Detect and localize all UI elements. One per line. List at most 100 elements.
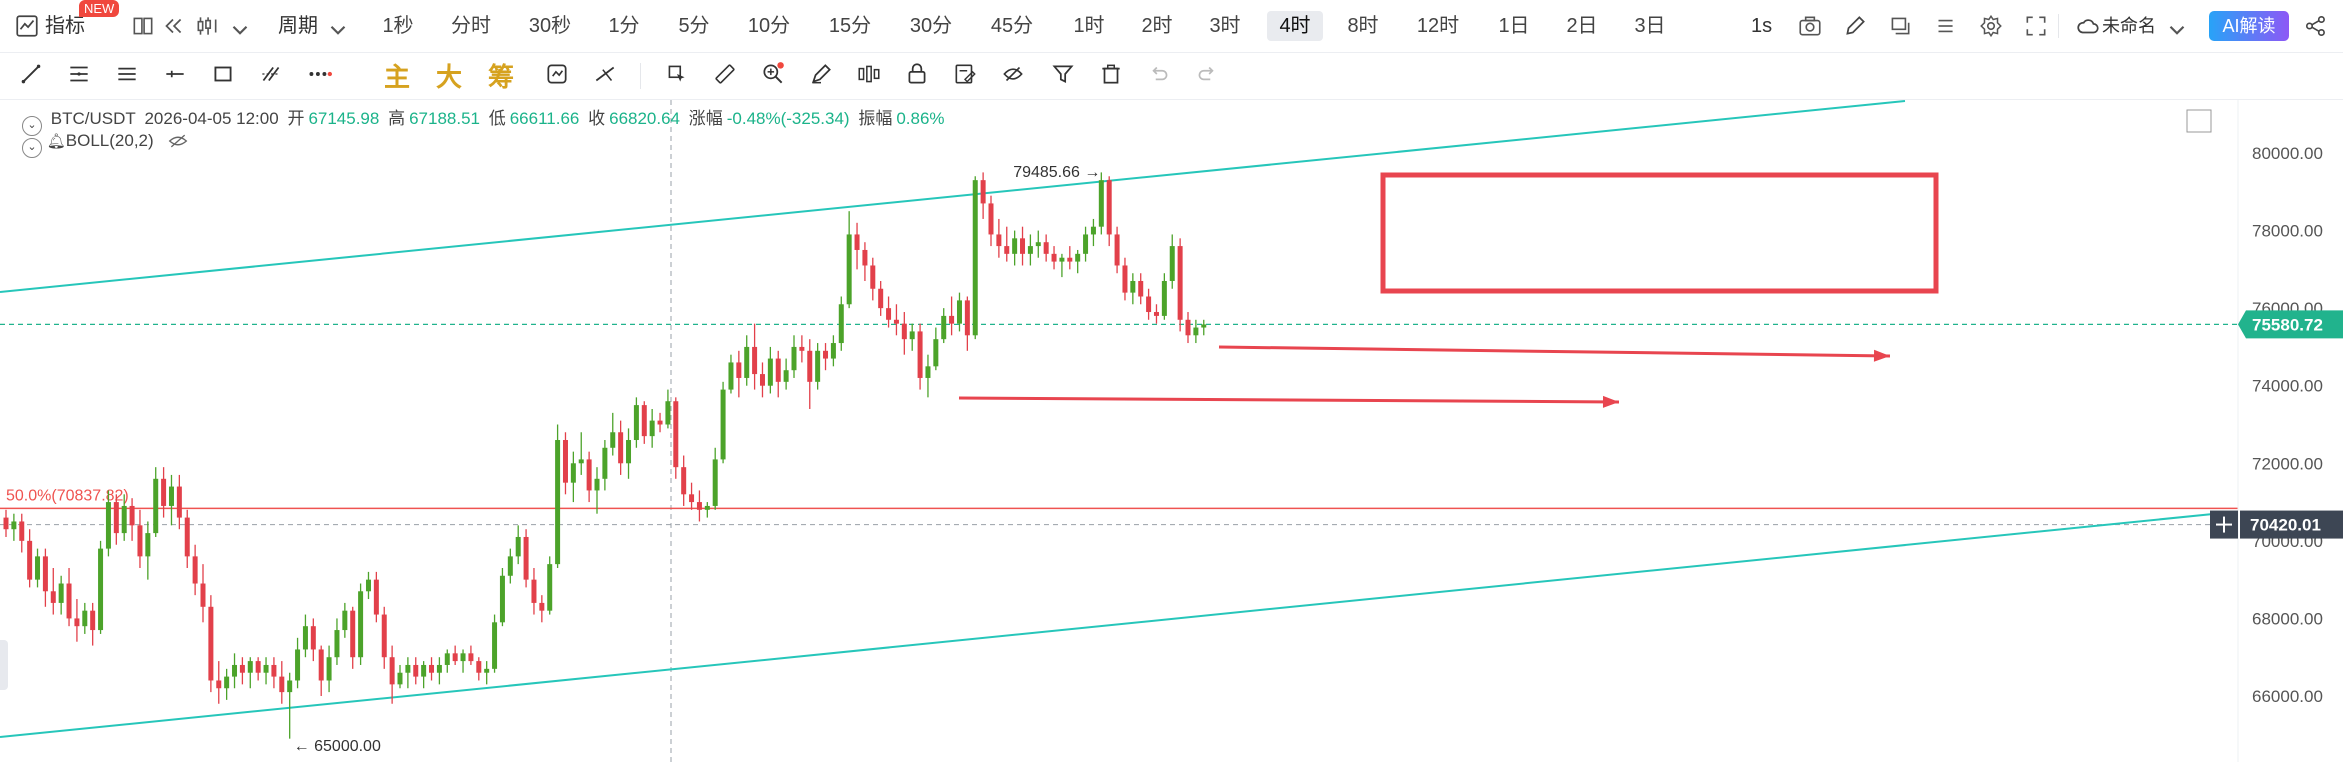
candle (649, 408, 655, 448)
brush-icon[interactable] (808, 61, 834, 87)
undo-icon[interactable] (1146, 61, 1172, 87)
tf-30m[interactable]: 30分 (909, 15, 953, 37)
candle-body (255, 661, 261, 673)
tf-1d[interactable]: 1日 (1498, 15, 1530, 37)
select-icon[interactable] (664, 61, 690, 87)
candle-body (1059, 257, 1065, 262)
candle-body (657, 420, 663, 425)
redo-icon[interactable] (1194, 61, 1220, 87)
period-dropdown[interactable]: 周期 (278, 15, 318, 37)
candle-body (791, 346, 797, 371)
candle (909, 323, 915, 351)
horizontal-ray-icon[interactable] (162, 61, 188, 87)
candle-body (893, 319, 899, 324)
layout-chevron-icon[interactable] (2164, 17, 2185, 35)
tf-8h[interactable]: 8时 (1347, 15, 1379, 37)
candle-body (956, 300, 962, 324)
fib-icon[interactable] (258, 61, 284, 87)
candle-body (358, 591, 364, 658)
compare-icon[interactable] (592, 61, 618, 87)
cloud-icon[interactable] (2075, 13, 2099, 35)
candle-body (1130, 280, 1136, 293)
collapse-icon[interactable]: ⌄ (22, 116, 42, 136)
candlestick-chart[interactable]: 50.0%(70837.82) 79485.66 → ← 65000.00 660… (0, 100, 2343, 762)
candle (247, 657, 253, 689)
tf-1h[interactable]: 1时 (1073, 15, 1105, 37)
candle-body (1193, 327, 1199, 336)
zoom-in-icon[interactable] (760, 61, 786, 87)
tf-10m[interactable]: 10分 (747, 15, 791, 37)
measure-icon[interactable] (712, 61, 738, 87)
parallel-channel-icon[interactable] (66, 61, 92, 87)
camera-icon[interactable] (1797, 13, 1823, 39)
tf-12h[interactable]: 12时 (1416, 15, 1460, 37)
tf-30s[interactable]: 30秒 (528, 15, 572, 37)
pattern-icon[interactable] (856, 61, 882, 87)
list-icon[interactable] (1932, 13, 1958, 39)
candle-body (436, 664, 442, 673)
line-tool-icon[interactable] (18, 61, 44, 87)
seconds-toggle[interactable]: 1s (1751, 15, 1773, 37)
tf-2d[interactable]: 2日 (1566, 15, 1598, 37)
fullscreen-icon[interactable] (2023, 13, 2049, 39)
tf-3d[interactable]: 3日 (1634, 15, 1666, 37)
template-icon[interactable] (1887, 13, 1913, 39)
main-indicator-button[interactable]: 主 (384, 62, 411, 92)
arrow-head (1873, 349, 1890, 362)
period-chevron-icon[interactable] (325, 17, 346, 35)
tf-1m[interactable]: 1分 (608, 15, 640, 37)
candle (318, 645, 324, 696)
candle-body (909, 331, 915, 340)
replay-icon[interactable] (160, 13, 186, 39)
tf-45m[interactable]: 45分 (990, 15, 1034, 37)
tf-15m[interactable]: 15分 (828, 15, 872, 37)
candle (657, 412, 663, 433)
horizontal-lines-icon[interactable] (114, 61, 140, 87)
candle-body (1051, 253, 1057, 262)
candle (783, 358, 789, 390)
chevron-down-icon[interactable] (227, 17, 248, 35)
indicator-icon[interactable] (14, 13, 38, 37)
candle-body (736, 362, 742, 378)
ai-analysis-button[interactable]: AI解读 (2209, 11, 2289, 41)
candle-body (744, 346, 750, 378)
bell-icon[interactable]: 🔔︎ (46, 133, 66, 150)
candle-body (1177, 246, 1183, 320)
candle (74, 599, 80, 642)
pen-icon[interactable] (1842, 13, 1868, 39)
hide-icon[interactable] (1000, 61, 1026, 87)
sidebar-toggle[interactable] (0, 640, 8, 690)
edit-icon[interactable] (952, 61, 978, 87)
chart-type-icon[interactable] (194, 13, 220, 39)
tf-1s[interactable]: 1秒 (382, 15, 414, 37)
candle (389, 645, 395, 704)
layout-name-dropdown[interactable]: 未命名 (2102, 16, 2156, 36)
sync-icon[interactable] (544, 61, 570, 87)
tf-3h[interactable]: 3时 (1209, 15, 1241, 37)
share-icon[interactable] (2303, 13, 2329, 39)
settings-icon[interactable] (1978, 13, 2004, 39)
y-tick-label: 78000.00 (2252, 222, 2323, 241)
lock-icon[interactable] (904, 61, 930, 87)
rectangle-icon[interactable] (210, 61, 236, 87)
candle-body (507, 556, 513, 576)
candle-body (19, 521, 25, 541)
indicator-button[interactable]: 指标 (45, 15, 85, 37)
tf-5m[interactable]: 5分 (678, 15, 710, 37)
big-order-button[interactable]: 大 (436, 62, 463, 92)
eye-off-icon[interactable] (168, 133, 188, 148)
tf-2h[interactable]: 2时 (1141, 15, 1173, 37)
chip-button[interactable]: 筹 (488, 62, 515, 92)
candle (436, 657, 442, 685)
more-icon[interactable] (306, 61, 332, 87)
tf-4h[interactable]: 4时 (1267, 11, 1323, 41)
candle-body (145, 533, 151, 557)
trash-icon[interactable] (1098, 61, 1124, 87)
layout-icon[interactable] (130, 13, 156, 39)
candle-body (27, 540, 33, 580)
tf-line[interactable]: 分时 (451, 15, 491, 37)
filter-icon[interactable] (1050, 61, 1076, 87)
collapse-icon[interactable]: ⌄ (22, 138, 42, 158)
candle (232, 653, 238, 689)
candle-body (1106, 180, 1112, 235)
